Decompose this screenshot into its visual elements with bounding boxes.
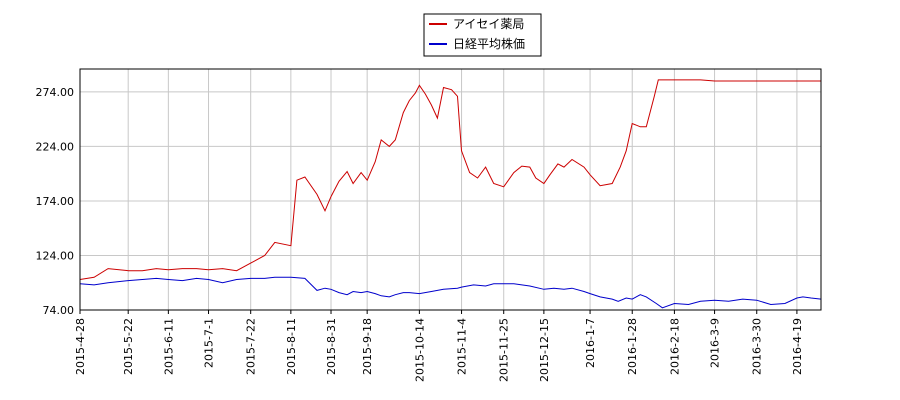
x-tick-label: 2015-8-11 bbox=[285, 318, 298, 375]
legend: アイセイ薬局 日経平均株価 bbox=[423, 13, 542, 57]
x-tick-label: 2015-4-28 bbox=[74, 318, 87, 375]
x-tick-label: 2015-9-18 bbox=[361, 318, 374, 375]
series-lines bbox=[79, 79, 822, 309]
x-tick-label: 2015-6-11 bbox=[162, 318, 175, 375]
y-tick-label: 174.00 bbox=[36, 195, 75, 208]
legend-label-1: 日経平均株価 bbox=[453, 36, 525, 51]
legend-label-0: アイセイ薬局 bbox=[453, 17, 524, 31]
x-tick-label: 2016-3-30 bbox=[751, 318, 764, 375]
legend-box bbox=[423, 13, 542, 57]
y-tick-label: 124.00 bbox=[36, 249, 75, 262]
grid bbox=[79, 69, 821, 311]
x-tick-label: 2016-1-28 bbox=[626, 318, 639, 375]
x-tick-label: 2016-2-18 bbox=[668, 318, 681, 375]
plot-frame bbox=[79, 68, 822, 311]
series-line-0 bbox=[79, 79, 821, 280]
series-line-1 bbox=[79, 276, 822, 309]
x-tick-label: 2016-1-7 bbox=[584, 318, 597, 368]
y-tick-label: 224.00 bbox=[36, 140, 75, 153]
x-tick-label: 2015-7-22 bbox=[245, 318, 258, 375]
x-tick-label: 2015-7-1 bbox=[203, 318, 216, 368]
x-tick-label: 2016-4-19 bbox=[791, 318, 804, 375]
x-tick-label: 2016-3-9 bbox=[709, 318, 722, 368]
x-tick-label: 2015-11-25 bbox=[498, 318, 511, 382]
axis-ticks: 74.00 124.00 174.00 224.00 274.00 2015-4-28 20… bbox=[36, 86, 804, 382]
x-tick-label: 2015-10-14 bbox=[413, 318, 426, 382]
y-tick-label: 274.00 bbox=[36, 86, 75, 99]
x-tick-label: 2015-8-31 bbox=[325, 318, 338, 375]
y-tick-label: 74.00 bbox=[43, 304, 75, 317]
x-tick-label: 2015-12-15 bbox=[538, 318, 551, 382]
x-tick-label: 2015-5-22 bbox=[122, 318, 135, 375]
x-tick-label: 2015-11-4 bbox=[456, 318, 469, 375]
